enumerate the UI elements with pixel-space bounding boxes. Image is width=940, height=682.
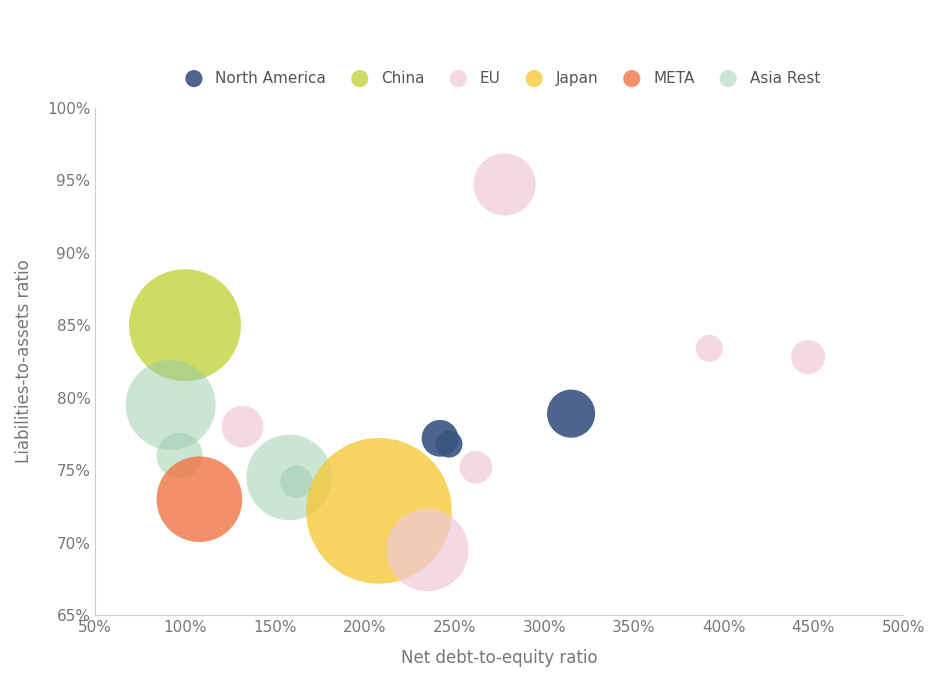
Point — [442, 439, 457, 449]
Point — [172, 450, 187, 461]
Point — [371, 505, 386, 516]
Point — [282, 472, 297, 483]
Point — [564, 409, 579, 419]
X-axis label: Net debt-to-equity ratio: Net debt-to-equity ratio — [401, 649, 598, 667]
Y-axis label: Liabilities-to-assets ratio: Liabilities-to-assets ratio — [15, 260, 33, 463]
Point — [468, 462, 483, 473]
Point — [801, 352, 816, 363]
Point — [192, 494, 207, 505]
Point — [420, 544, 435, 555]
Point — [497, 179, 512, 190]
Point — [178, 320, 193, 331]
Point — [289, 476, 304, 487]
Point — [235, 421, 250, 432]
Point — [702, 343, 717, 354]
Legend: North America, China, EU, Japan, META, Asia Rest: North America, China, EU, Japan, META, A… — [173, 65, 826, 91]
Point — [432, 433, 447, 444]
Point — [164, 400, 179, 411]
